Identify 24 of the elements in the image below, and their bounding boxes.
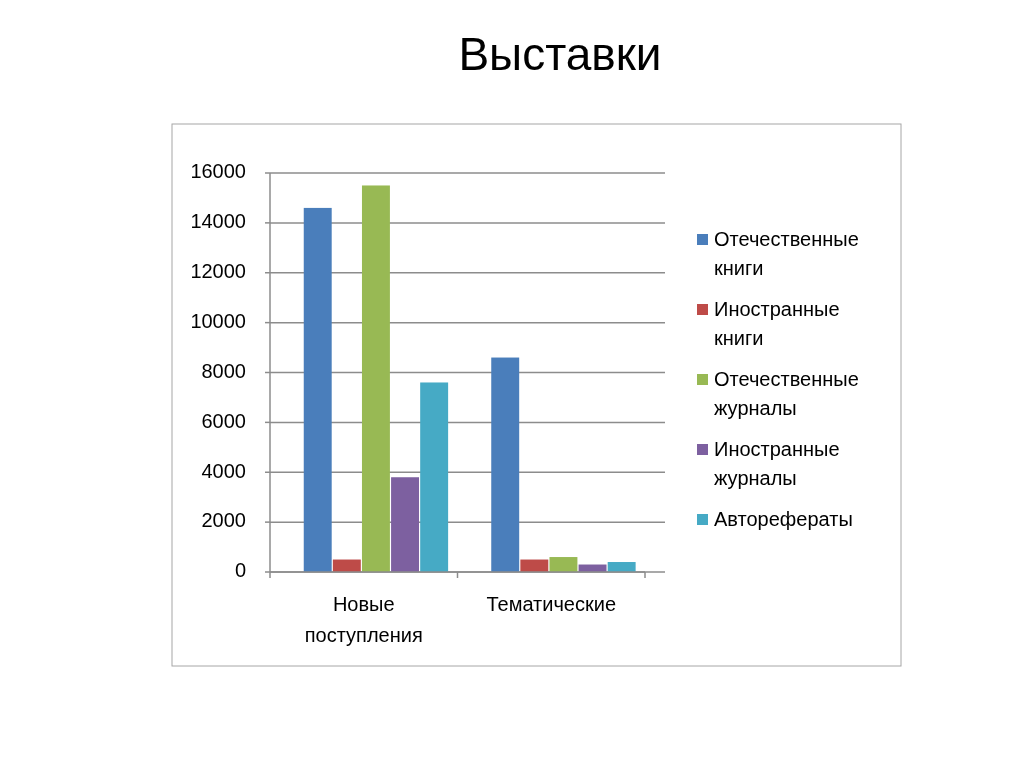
- bar: [391, 477, 420, 572]
- legend-label: Отечественные журналы: [714, 368, 859, 420]
- bar: [549, 557, 578, 572]
- legend-label: Иностранные книги: [714, 298, 840, 350]
- bar: [420, 382, 449, 572]
- y-tick-label: 16000: [190, 160, 246, 183]
- y-tick-label: 8000: [201, 359, 246, 382]
- y-tick-label: 14000: [190, 210, 246, 233]
- chart-title: Выставки: [458, 28, 662, 81]
- y-tick-label: 4000: [201, 459, 246, 482]
- y-tick-label: 10000: [190, 309, 246, 332]
- y-tick-label: 6000: [201, 409, 246, 432]
- bar: [491, 357, 520, 572]
- bar: [607, 562, 636, 572]
- legend-label: Отечественные книги: [714, 228, 859, 280]
- legend-label: Авторефераты: [714, 508, 853, 531]
- bar: [361, 185, 390, 572]
- y-tick-label: 0: [234, 559, 246, 582]
- legend-label: Иностранные журналы: [714, 438, 840, 490]
- y-tick-label: 2000: [201, 509, 246, 532]
- y-tick-label: 12000: [190, 260, 246, 283]
- x-tick-label: Тематические: [486, 593, 617, 616]
- bar: [303, 207, 332, 572]
- x-tick-label: Новые поступления: [304, 593, 423, 647]
